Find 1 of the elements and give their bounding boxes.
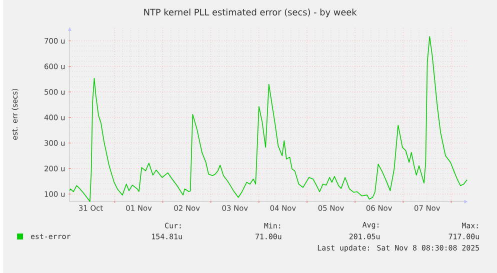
- chart-title: NTP kernel PLL estimated error (secs) - by week: [144, 8, 357, 18]
